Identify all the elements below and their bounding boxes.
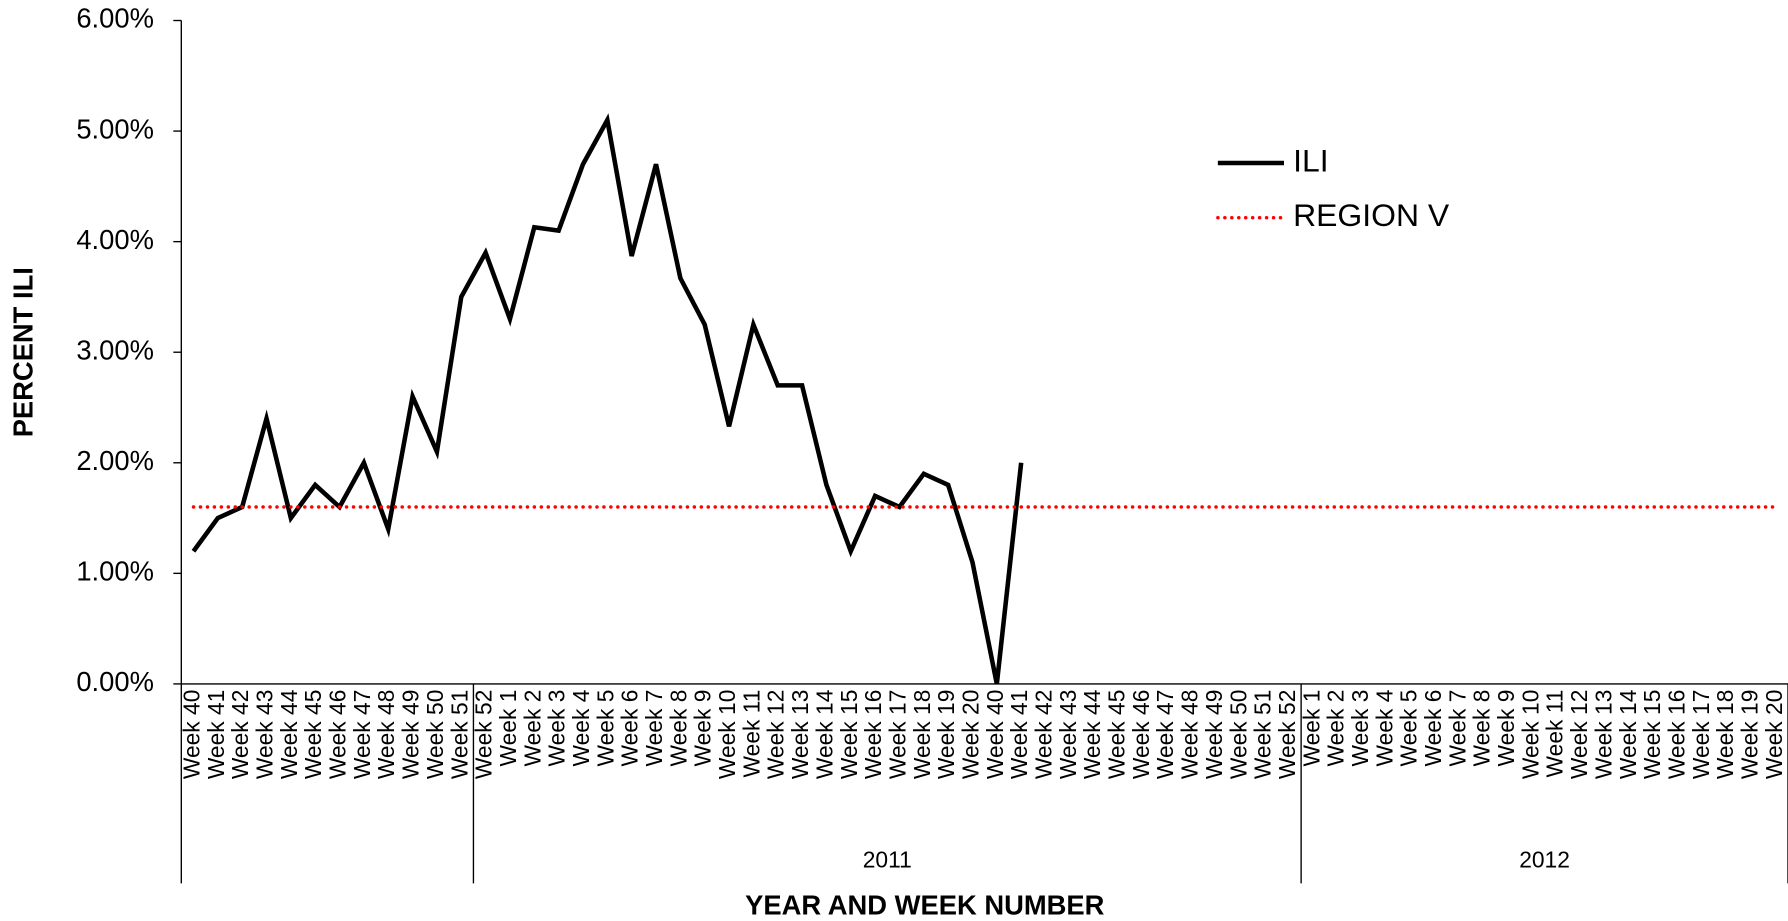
- x-tick-label: Week 47: [1152, 690, 1178, 780]
- x-tick-label: Week 42: [1031, 690, 1057, 780]
- x-tick-label: Week 5: [1396, 690, 1422, 767]
- x-tick-label: Week 16: [860, 690, 886, 780]
- x-tick-label: Week 2: [519, 690, 545, 767]
- x-tick-label: Week 11: [1542, 690, 1568, 778]
- x-tick-label: Week 43: [1055, 690, 1081, 780]
- y-tick-label: 3.00%: [76, 334, 154, 365]
- x-tick-label: Week 10: [1517, 690, 1543, 780]
- x-tick-label: Week 8: [665, 690, 691, 767]
- y-tick-label: 5.00%: [76, 113, 154, 144]
- x-axis-title: YEAR AND WEEK NUMBER: [745, 890, 1105, 921]
- x-tick-label: Week 15: [836, 690, 862, 780]
- x-tick-label: Week 49: [1201, 690, 1227, 780]
- x-tick-label: Week 46: [325, 690, 351, 780]
- x-tick-label: Week 40: [982, 690, 1008, 780]
- y-tick-label: 2.00%: [76, 445, 154, 476]
- x-tick-label: Week 50: [1225, 690, 1251, 780]
- x-tick-label: Week 48: [1177, 690, 1203, 780]
- y-tick-label: 6.00%: [76, 3, 154, 34]
- x-tick-label: Week 14: [1615, 689, 1641, 779]
- x-tick-label: Week 17: [1688, 690, 1714, 780]
- x-tick-label: Week 41: [203, 690, 229, 780]
- x-tick-label: Week 20: [957, 690, 983, 780]
- y-tick-label: 0.00%: [76, 666, 154, 697]
- x-tick-label: Week 16: [1663, 690, 1689, 780]
- x-tick-label: Week 8: [1469, 690, 1495, 767]
- x-tick-label: Week 17: [884, 690, 910, 780]
- x-tick-label: Week 44: [276, 689, 302, 779]
- x-tick-label: Week 6: [617, 690, 643, 767]
- x-tick-label: Week 51: [446, 690, 472, 780]
- x-tick-label: Week 49: [398, 690, 424, 780]
- x-tick-label: Week 12: [763, 690, 789, 780]
- x-tick-label: Week 7: [641, 690, 667, 767]
- legend-label: REGION V: [1293, 197, 1450, 233]
- x-tick-label: Week 48: [373, 690, 399, 780]
- x-tick-label: Week 4: [1371, 689, 1397, 766]
- x-tick-label: Week 14: [811, 689, 837, 779]
- x-tick-label: Week 1: [1298, 690, 1324, 767]
- x-tick-label: Week 43: [252, 690, 278, 780]
- x-tick-label: Week 15: [1639, 690, 1665, 780]
- x-tick-label: Week 2: [1323, 690, 1349, 767]
- x-tick-label: Week 13: [1590, 690, 1616, 780]
- x-tick-label: Week 11: [738, 690, 764, 778]
- x-tick-label: Week 40: [178, 690, 204, 780]
- group-label: 2011: [863, 847, 912, 873]
- y-tick-label: 4.00%: [76, 224, 154, 255]
- x-tick-label: Week 41: [1006, 690, 1032, 780]
- x-tick-label: Week 6: [1420, 690, 1446, 767]
- x-tick-label: Week 9: [1493, 690, 1519, 767]
- y-axis-title: PERCENT ILI: [7, 267, 38, 437]
- x-tick-label: Week 45: [1104, 690, 1130, 780]
- x-tick-label: Week 3: [1347, 690, 1373, 767]
- x-tick-label: Week 19: [1736, 690, 1762, 780]
- legend-label: ILI: [1293, 142, 1328, 178]
- x-tick-label: Week 1: [495, 690, 521, 767]
- x-tick-label: Week 13: [787, 690, 813, 780]
- x-tick-label: Week 5: [592, 690, 618, 767]
- group-label: 2012: [1519, 847, 1570, 873]
- y-tick-label: 1.00%: [76, 556, 154, 587]
- x-tick-label: Week 7: [1444, 690, 1470, 767]
- x-tick-label: Week 47: [349, 690, 375, 780]
- x-tick-label: Week 52: [1274, 690, 1300, 780]
- x-tick-label: Week 50: [422, 690, 448, 780]
- x-tick-label: Week 46: [1128, 690, 1154, 780]
- series-line: [191, 113, 1024, 685]
- x-tick-label: Week 42: [227, 690, 253, 780]
- x-tick-label: Week 18: [1712, 690, 1738, 780]
- x-tick-label: Week 52: [471, 690, 497, 780]
- x-tick-label: Week 51: [1250, 690, 1276, 780]
- x-tick-label: Week 10: [714, 690, 740, 780]
- x-tick-label: Week 12: [1566, 690, 1592, 780]
- x-tick-label: Week 44: [1079, 689, 1105, 779]
- x-tick-label: Week 3: [544, 690, 570, 767]
- x-tick-label: Week 18: [909, 690, 935, 780]
- x-tick-label: Week 4: [568, 689, 594, 766]
- x-tick-label: Week 19: [933, 690, 959, 780]
- x-tick-label: Week 9: [690, 690, 716, 767]
- x-tick-label: Week 20: [1761, 690, 1787, 780]
- x-tick-label: Week 45: [300, 690, 326, 780]
